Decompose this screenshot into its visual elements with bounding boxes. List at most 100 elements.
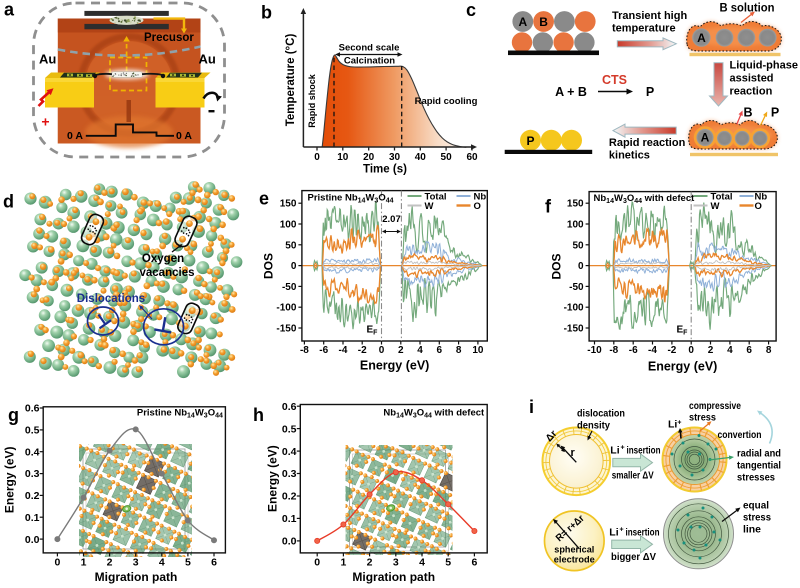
svg-text:Temperature (°C): Temperature (°C) [285, 34, 297, 127]
svg-text:A + B: A + B [555, 85, 587, 99]
svg-text:2: 2 [367, 556, 373, 568]
svg-text:0.6: 0.6 [282, 401, 297, 413]
svg-text:f: f [545, 197, 552, 217]
svg-text:A: A [701, 131, 710, 145]
svg-text:Rapid cooling: Rapid cooling [415, 96, 478, 107]
svg-text:Energy (eV): Energy (eV) [266, 445, 280, 512]
svg-text:Rapid reaction: Rapid reaction [609, 137, 686, 149]
svg-text:6: 6 [746, 345, 752, 356]
svg-text:0: 0 [314, 152, 320, 163]
svg-text:Au: Au [39, 52, 56, 67]
svg-text:6: 6 [437, 345, 443, 356]
svg-text:B: B [539, 15, 548, 29]
svg-text:Nb: Nb [474, 192, 487, 203]
svg-text:0.0: 0.0 [282, 536, 297, 548]
svg-text:P: P [771, 106, 779, 120]
svg-text:2: 2 [398, 345, 404, 356]
svg-text:0: 0 [314, 556, 320, 568]
svg-text:assisted: assisted [730, 73, 774, 85]
svg-text:density: density [577, 420, 610, 432]
svg-text:line: line [743, 524, 761, 536]
svg-text:Second scale: Second scale [339, 43, 400, 54]
svg-text:30: 30 [389, 152, 401, 163]
svg-text:g: g [8, 405, 19, 425]
svg-text:vacancies: vacancies [140, 267, 195, 279]
svg-text:100: 100 [280, 220, 297, 231]
svg-text:0.3: 0.3 [282, 468, 297, 480]
svg-text:r: r [571, 447, 576, 459]
svg-text:0: 0 [688, 345, 694, 356]
svg-text:reaction: reaction [730, 86, 773, 98]
svg-text:O: O [474, 201, 481, 212]
svg-text:insertion: insertion [627, 445, 661, 457]
svg-text:6: 6 [211, 556, 217, 568]
svg-text:Precusor: Precusor [144, 32, 194, 44]
svg-text:W: W [425, 201, 434, 212]
svg-text:-150: -150 [564, 324, 584, 335]
svg-text:3: 3 [133, 556, 139, 568]
svg-text:A: A [697, 31, 706, 45]
svg-text:0 A: 0 A [67, 130, 83, 142]
svg-text:Migration path: Migration path [95, 570, 178, 584]
svg-text:0.2: 0.2 [282, 491, 297, 503]
svg-text:0 A: 0 A [176, 130, 192, 142]
svg-text:5: 5 [185, 556, 191, 568]
svg-text:0.0: 0.0 [25, 534, 40, 546]
svg-text:Pristine Nb14W3O44: Pristine Nb14W3O44 [137, 408, 223, 420]
svg-text:0: 0 [291, 261, 297, 272]
svg-text:DOS: DOS [550, 253, 564, 279]
svg-text:0.4: 0.4 [282, 446, 297, 458]
svg-text:dislocation: dislocation [577, 408, 625, 420]
svg-text:8: 8 [766, 345, 772, 356]
svg-text:i: i [529, 397, 534, 417]
svg-text:Calcination: Calcination [344, 56, 395, 67]
svg-text:W: W [711, 201, 720, 212]
svg-text:0.5: 0.5 [25, 425, 40, 437]
svg-text:0.1: 0.1 [25, 512, 40, 524]
svg-text:c: c [466, 0, 476, 20]
svg-text:e: e [259, 189, 269, 209]
svg-text:50: 50 [441, 152, 453, 163]
svg-text:-2: -2 [667, 345, 676, 356]
svg-text:-50: -50 [569, 282, 584, 293]
svg-text:0.2: 0.2 [25, 490, 40, 502]
svg-text:P: P [526, 134, 534, 148]
svg-text:60: 60 [466, 152, 478, 163]
svg-text:Dislocations: Dislocations [77, 293, 145, 305]
svg-text:+: + [41, 114, 49, 130]
svg-text:stress: stress [743, 512, 771, 524]
svg-text:a: a [4, 0, 15, 20]
svg-text:0.6: 0.6 [25, 403, 40, 415]
svg-text:+: + [620, 527, 624, 534]
svg-text:Oxygen: Oxygen [142, 253, 184, 265]
svg-text:-4: -4 [339, 345, 348, 356]
svg-text:20: 20 [363, 152, 375, 163]
svg-text:Li: Li [609, 527, 618, 539]
svg-text:-50: -50 [282, 282, 297, 293]
svg-text:radial and: radial and [737, 448, 781, 460]
svg-text:-100: -100 [564, 303, 584, 314]
svg-text:8: 8 [456, 345, 462, 356]
svg-text:stresses: stresses [737, 472, 775, 484]
svg-text:DOS: DOS [262, 253, 276, 279]
svg-text:100: 100 [567, 220, 584, 231]
svg-text:-6: -6 [629, 345, 638, 356]
svg-text:Total: Total [425, 192, 447, 203]
svg-text:Liquid-phase: Liquid-phase [730, 60, 798, 72]
svg-text:10: 10 [337, 152, 349, 163]
svg-text:compressive: compressive [689, 400, 741, 412]
svg-text:0.1: 0.1 [282, 513, 297, 525]
svg-text:Li: Li [610, 445, 619, 457]
svg-text:0: 0 [54, 556, 60, 568]
svg-text:4: 4 [159, 556, 165, 568]
svg-text:-8: -8 [300, 345, 309, 356]
svg-text:Au: Au [199, 52, 216, 67]
svg-text:Energy (eV): Energy (eV) [360, 359, 429, 373]
svg-text:1: 1 [81, 556, 87, 568]
svg-text:-10: -10 [587, 345, 602, 356]
svg-text:0.4: 0.4 [25, 446, 40, 458]
svg-text:Energy (eV): Energy (eV) [3, 446, 17, 513]
svg-text:Energy (eV): Energy (eV) [648, 360, 717, 374]
svg-text:2: 2 [107, 556, 113, 568]
svg-text:150: 150 [567, 199, 584, 210]
